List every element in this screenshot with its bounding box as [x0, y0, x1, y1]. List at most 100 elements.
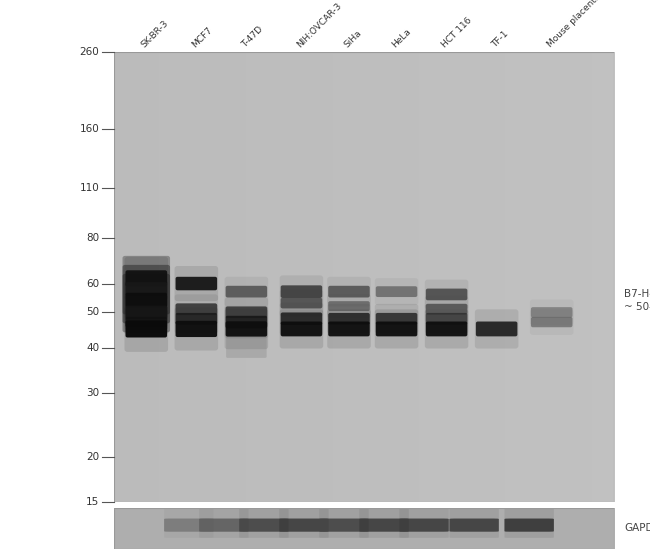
FancyBboxPatch shape — [122, 274, 170, 332]
FancyBboxPatch shape — [328, 301, 370, 311]
Text: B7-H4
~ 50-60 kDa: B7-H4 ~ 50-60 kDa — [624, 289, 650, 312]
FancyBboxPatch shape — [226, 324, 266, 358]
FancyBboxPatch shape — [225, 309, 268, 349]
FancyBboxPatch shape — [328, 322, 370, 337]
FancyBboxPatch shape — [449, 506, 499, 538]
FancyBboxPatch shape — [225, 277, 268, 306]
FancyBboxPatch shape — [328, 286, 370, 298]
Text: 50: 50 — [86, 307, 99, 317]
FancyBboxPatch shape — [239, 506, 289, 538]
FancyBboxPatch shape — [375, 304, 419, 334]
Text: Mouse placenta: Mouse placenta — [545, 0, 603, 49]
Text: TF-1: TF-1 — [490, 29, 510, 49]
FancyBboxPatch shape — [175, 304, 218, 334]
FancyBboxPatch shape — [176, 304, 217, 315]
FancyBboxPatch shape — [226, 306, 267, 318]
FancyBboxPatch shape — [449, 518, 499, 531]
FancyBboxPatch shape — [125, 271, 168, 306]
FancyBboxPatch shape — [125, 306, 167, 319]
FancyBboxPatch shape — [226, 316, 267, 328]
FancyBboxPatch shape — [359, 518, 409, 531]
FancyBboxPatch shape — [125, 309, 168, 335]
FancyBboxPatch shape — [122, 265, 170, 323]
Text: T-47D: T-47D — [240, 25, 265, 49]
FancyBboxPatch shape — [359, 506, 409, 538]
Text: 80: 80 — [86, 233, 99, 243]
FancyBboxPatch shape — [175, 294, 218, 324]
FancyBboxPatch shape — [327, 309, 370, 349]
FancyBboxPatch shape — [376, 322, 417, 337]
FancyBboxPatch shape — [125, 317, 167, 327]
FancyBboxPatch shape — [476, 322, 517, 337]
FancyBboxPatch shape — [122, 256, 170, 315]
FancyBboxPatch shape — [280, 302, 323, 335]
FancyBboxPatch shape — [225, 298, 268, 327]
FancyBboxPatch shape — [425, 304, 469, 334]
FancyBboxPatch shape — [327, 294, 370, 318]
FancyBboxPatch shape — [226, 321, 267, 337]
FancyBboxPatch shape — [176, 277, 217, 290]
Text: 110: 110 — [80, 183, 99, 193]
FancyBboxPatch shape — [176, 321, 217, 337]
FancyBboxPatch shape — [425, 279, 469, 309]
FancyBboxPatch shape — [399, 506, 448, 538]
FancyBboxPatch shape — [281, 298, 322, 309]
FancyBboxPatch shape — [475, 309, 519, 349]
FancyBboxPatch shape — [125, 281, 168, 320]
FancyBboxPatch shape — [426, 304, 467, 315]
FancyBboxPatch shape — [425, 309, 469, 349]
FancyBboxPatch shape — [125, 257, 168, 300]
Text: 260: 260 — [80, 47, 99, 57]
FancyBboxPatch shape — [226, 286, 267, 298]
FancyBboxPatch shape — [125, 293, 167, 307]
FancyBboxPatch shape — [531, 317, 573, 327]
FancyBboxPatch shape — [125, 306, 168, 352]
FancyBboxPatch shape — [199, 506, 248, 538]
Text: HCT 116: HCT 116 — [440, 16, 474, 49]
Text: 20: 20 — [86, 452, 99, 462]
FancyBboxPatch shape — [531, 307, 573, 317]
FancyBboxPatch shape — [164, 506, 214, 538]
Text: 40: 40 — [86, 343, 99, 352]
FancyBboxPatch shape — [280, 276, 323, 308]
FancyBboxPatch shape — [328, 313, 370, 324]
FancyBboxPatch shape — [225, 306, 268, 338]
FancyBboxPatch shape — [164, 518, 214, 531]
FancyBboxPatch shape — [426, 322, 467, 337]
Text: 160: 160 — [80, 124, 99, 134]
FancyBboxPatch shape — [504, 518, 554, 531]
FancyBboxPatch shape — [375, 309, 419, 349]
FancyBboxPatch shape — [426, 313, 467, 324]
FancyBboxPatch shape — [280, 290, 323, 317]
FancyBboxPatch shape — [199, 518, 248, 531]
FancyBboxPatch shape — [319, 506, 369, 538]
FancyBboxPatch shape — [239, 518, 289, 531]
FancyBboxPatch shape — [327, 304, 370, 334]
Text: MCF7: MCF7 — [190, 25, 214, 49]
FancyBboxPatch shape — [125, 295, 168, 330]
FancyBboxPatch shape — [280, 309, 323, 349]
FancyBboxPatch shape — [319, 518, 369, 531]
FancyBboxPatch shape — [376, 286, 417, 297]
FancyBboxPatch shape — [125, 321, 167, 338]
FancyBboxPatch shape — [327, 277, 370, 306]
FancyBboxPatch shape — [281, 285, 322, 298]
FancyBboxPatch shape — [426, 289, 467, 300]
FancyBboxPatch shape — [281, 312, 322, 325]
FancyBboxPatch shape — [530, 300, 573, 325]
FancyBboxPatch shape — [175, 266, 218, 301]
Text: SiHa: SiHa — [343, 29, 363, 49]
Text: 15: 15 — [86, 497, 99, 507]
FancyBboxPatch shape — [125, 270, 167, 287]
FancyBboxPatch shape — [399, 518, 448, 531]
Text: NIH:OVCAR-3: NIH:OVCAR-3 — [295, 1, 343, 49]
Text: SK-BR-3: SK-BR-3 — [140, 19, 171, 49]
FancyBboxPatch shape — [375, 278, 419, 305]
FancyBboxPatch shape — [504, 506, 554, 538]
Text: HeLa: HeLa — [390, 27, 413, 49]
FancyBboxPatch shape — [175, 307, 218, 351]
FancyBboxPatch shape — [280, 518, 329, 531]
FancyBboxPatch shape — [125, 282, 167, 296]
Text: GAPDH: GAPDH — [624, 523, 650, 534]
FancyBboxPatch shape — [281, 322, 322, 337]
